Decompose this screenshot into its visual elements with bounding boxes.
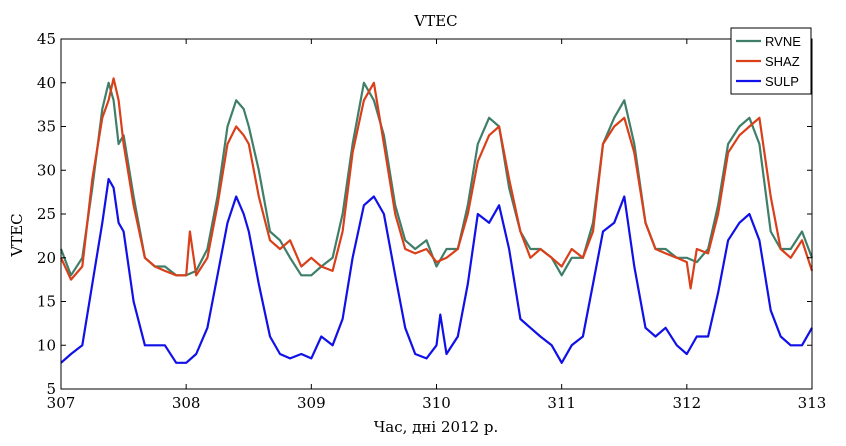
x-axis-label: Час, дні 2012 р.: [374, 418, 499, 436]
y-tick-label: 45: [37, 30, 56, 48]
series-line-shaz: [60, 77, 814, 290]
legend-box: [730, 27, 812, 95]
legend: RVNE SHAZ SULP: [730, 27, 812, 95]
legend-label-sulp: SULP: [765, 74, 799, 89]
y-tick-label: 20: [37, 249, 56, 267]
y-tick-label: 25: [37, 205, 56, 223]
legend-label-shaz: SHAZ: [765, 54, 800, 69]
y-tick-label: 15: [37, 293, 56, 311]
series-line-sulp: [60, 177, 813, 364]
x-tick-label: 307: [47, 394, 76, 412]
y-tick-label: 30: [37, 161, 56, 179]
x-tick-label: 313: [798, 394, 827, 412]
plot-series-group: [59, 77, 814, 364]
y-tick-label: 40: [37, 74, 56, 92]
x-tick-label: 311: [547, 394, 576, 412]
y-tick-label: 35: [37, 118, 56, 136]
x-tick-label: 312: [673, 394, 702, 412]
y-tick-label: 5: [46, 380, 56, 398]
legend-label-rvne: RVNE: [765, 34, 801, 49]
axis-ticks-group: 307 308 309 310 311 312 313 5 10 15 20 25 30 35 40 45: [37, 30, 826, 412]
chart-title: VTEC: [413, 12, 457, 30]
series-line-rvne: [59, 81, 814, 277]
x-tick-label: 310: [422, 394, 451, 412]
y-tick-label: 10: [37, 336, 56, 354]
y-axis-label: VTEC: [8, 213, 26, 257]
x-tick-label: 308: [172, 394, 201, 412]
x-tick-label: 309: [297, 394, 326, 412]
